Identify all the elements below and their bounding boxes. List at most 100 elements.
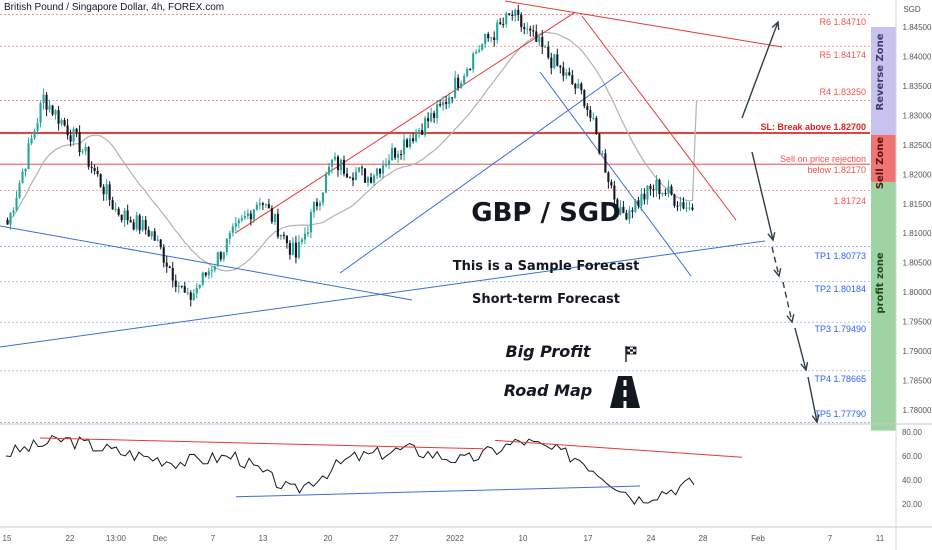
candle-body	[222, 252, 225, 260]
candle-body	[442, 101, 445, 106]
candle-body	[625, 212, 628, 220]
candle-body	[315, 202, 319, 207]
candle-body	[478, 49, 481, 52]
candle-body	[655, 179, 658, 191]
candle-body	[445, 101, 448, 105]
candle-body	[318, 202, 322, 207]
candle-body	[201, 272, 204, 285]
short-term-forecast-text: Short-term Forecast	[472, 292, 620, 307]
candle-body	[339, 159, 343, 171]
candle-body	[231, 226, 234, 233]
candle-body	[460, 83, 463, 88]
candle-body	[616, 199, 619, 215]
candle-body	[372, 175, 376, 183]
candle-body	[243, 216, 246, 219]
rsi-trend-blue	[235, 485, 641, 498]
candle-body	[571, 75, 574, 84]
price-tick-label: 1.80000	[903, 288, 932, 297]
candle-body	[493, 37, 496, 41]
candle-body	[631, 210, 634, 212]
candle-body	[351, 177, 355, 181]
candle-body	[291, 242, 294, 255]
tp5-label: TP5 1.77790	[814, 409, 866, 419]
candle-body	[207, 271, 210, 276]
candle-body	[237, 220, 240, 224]
price-tick-label: 1.83500	[903, 82, 932, 91]
candle-body	[457, 77, 460, 88]
rsi-tick-label: 40.00	[902, 476, 923, 485]
forecast-arrow-down-4	[794, 327, 809, 372]
price-tick-label: 1.82000	[903, 170, 932, 179]
candle-body	[649, 185, 652, 190]
candle-body	[484, 34, 487, 44]
candle-body	[490, 37, 493, 39]
candle-body	[607, 172, 610, 182]
candle-body	[397, 154, 400, 158]
candle-body	[270, 208, 273, 222]
candle-body	[81, 151, 84, 153]
candle-body	[658, 179, 661, 195]
candle-body	[556, 54, 559, 66]
price-tick-label: 1.83000	[903, 111, 932, 120]
price-tick-label: 1.78500	[903, 377, 932, 386]
candle-body	[300, 239, 303, 242]
road-icon	[610, 376, 640, 408]
candle-body	[171, 268, 174, 281]
candle-body	[282, 234, 285, 236]
candle-body	[258, 203, 261, 205]
candle-body	[330, 159, 334, 167]
candle-body	[595, 117, 598, 134]
time-tick-label: 22	[66, 534, 75, 543]
tp4-label: TP4 1.78665	[814, 374, 866, 384]
candle-body	[541, 36, 544, 48]
forecast-arrow-down-1	[751, 151, 776, 242]
candle-body	[406, 139, 409, 147]
candle-body	[427, 118, 430, 122]
candle-body	[216, 252, 219, 267]
candle-body	[21, 171, 24, 184]
candle-body	[189, 292, 192, 300]
candle-body	[6, 219, 9, 225]
candle-body	[39, 102, 42, 123]
candle-body	[526, 28, 529, 30]
candle-body	[366, 177, 370, 183]
forecast-arrow-down-3	[782, 281, 795, 324]
time-tick-label: 2022	[446, 534, 464, 543]
candle-body	[306, 232, 309, 234]
trend-line-falling-red	[581, 15, 737, 221]
rsi-trend-red-2	[494, 439, 743, 458]
rsi-line	[5, 434, 695, 506]
candle-body	[309, 211, 312, 233]
candle-body	[303, 233, 306, 240]
candle-body	[502, 23, 505, 25]
candle-body	[249, 213, 252, 220]
tp3-label: TP3 1.79490	[814, 324, 866, 334]
forecast-arrow-up	[741, 20, 780, 119]
candle-body	[619, 206, 622, 215]
candle-body	[279, 234, 282, 237]
candle-body	[114, 208, 117, 210]
candle-body	[499, 22, 502, 24]
candle-body	[592, 117, 595, 119]
candle-body	[297, 241, 300, 258]
r6-label: R6 1.84710	[819, 17, 866, 27]
reverse-zone-label: Reverse Zone	[875, 33, 886, 110]
candle-body	[312, 202, 315, 212]
candle-body	[523, 27, 526, 30]
candle-body	[589, 109, 592, 118]
candle-body	[415, 131, 418, 142]
candle-body	[475, 51, 478, 54]
candle-body	[661, 192, 664, 195]
sample-forecast-text: This is a Sample Forecast	[453, 259, 640, 274]
reverse-zone-band	[871, 27, 896, 135]
candle-body	[454, 77, 457, 98]
candle-body	[228, 232, 231, 239]
price-tick-label: 1.78000	[903, 406, 932, 415]
candle-body	[547, 46, 550, 58]
candle-body	[57, 110, 60, 124]
candle-body	[162, 247, 165, 263]
candle-body	[463, 76, 466, 84]
candle-body	[333, 156, 337, 160]
candle-body	[469, 68, 472, 70]
